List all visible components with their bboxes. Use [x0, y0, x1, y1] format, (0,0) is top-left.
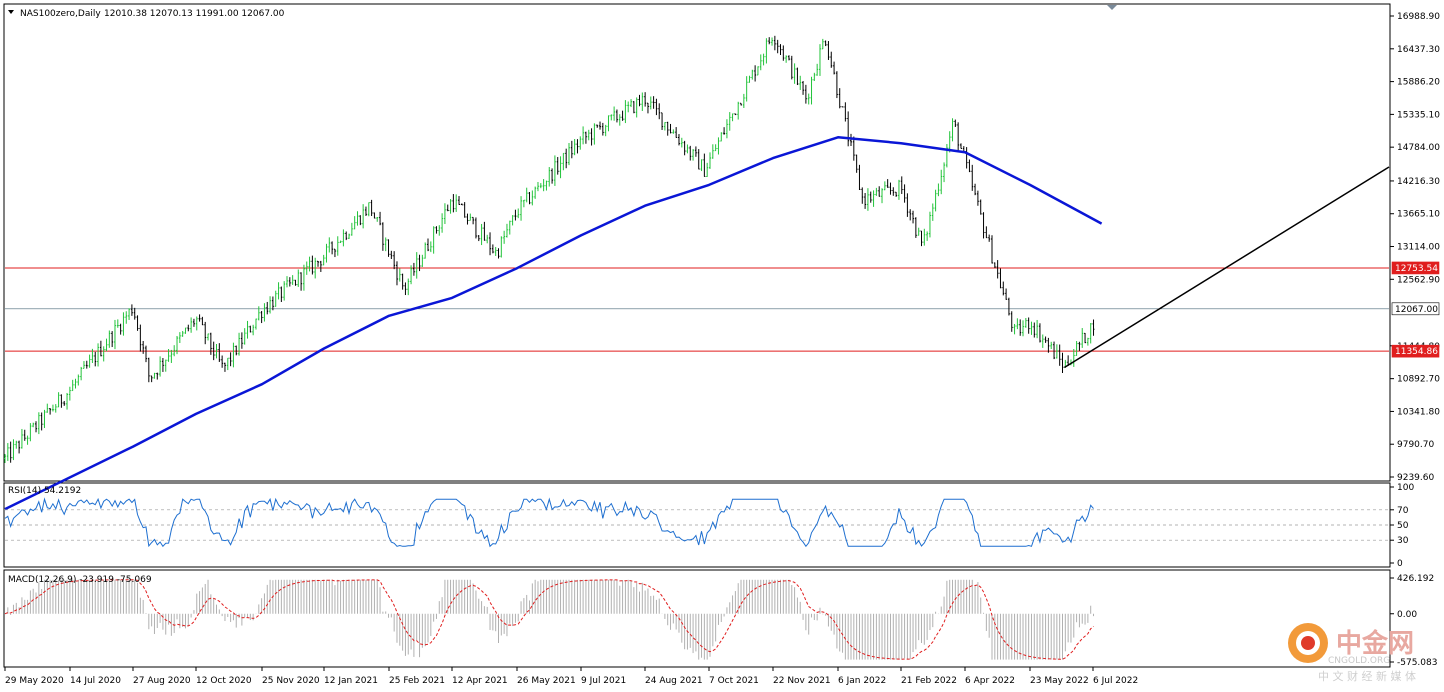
date-tick-label: 6 Jul 2022: [1093, 676, 1138, 686]
price-tag-label: 11354.86: [1395, 347, 1438, 357]
trendline: [1063, 166, 1390, 369]
rsi-line: [4, 497, 1094, 548]
date-tick-label: 7 Oct 2021: [709, 676, 759, 686]
date-tick-label: 6 Apr 2022: [965, 676, 1015, 686]
price-tick-label: 12562.90: [1397, 275, 1440, 285]
date-tick-label: 12 Apr 2021: [452, 676, 508, 686]
price-tick-label: 9790.70: [1397, 440, 1434, 450]
rsi-tick-label: 50: [1397, 521, 1409, 531]
chart-shift-marker-icon[interactable]: [1107, 5, 1117, 10]
rsi-tick-label: 100: [1397, 483, 1414, 493]
date-tick-label: 6 Jan 2022: [838, 676, 886, 686]
macd-signal-line: [4, 579, 1094, 660]
date-tick-label: 9 Jul 2021: [581, 676, 626, 686]
moving-average-path: [4, 136, 1103, 511]
date-tick-label: 22 Nov 2021: [773, 676, 831, 686]
watermark-brand: 中金网: [1336, 628, 1414, 659]
rsi-tick-label: 70: [1397, 506, 1409, 516]
macd-header: MACD(12,26,9) -23.919 -75.069: [8, 575, 152, 585]
price-tick-label: 15335.10: [1397, 110, 1440, 120]
rsi-tick-label: 30: [1397, 536, 1409, 546]
main-panel: [3, 3, 1391, 482]
date-tick-label: 23 May 2022: [1030, 676, 1089, 686]
date-tick-label: 12 Oct 2020: [196, 676, 252, 686]
macd-tick-label: -575.083: [1397, 658, 1437, 668]
price-tag: [1391, 302, 1440, 316]
rsi-header: RSI(14) 54.2192: [8, 486, 81, 496]
watermark: 中金网 CNGOLD.ORG 中 文 财 经 新 媒 体: [1288, 623, 1416, 683]
price-tick-label: 16988.90: [1397, 12, 1440, 22]
ohlc-readout: 12010.38 12070.13 11991.00 12067.00: [104, 9, 285, 19]
moving-average-line: [4, 136, 1103, 511]
collapse-triangle-icon[interactable]: [8, 10, 14, 14]
date-tick-label: 12 Jan 2021: [324, 676, 378, 686]
macd-indicator: 426.192 0.00 -575.083: [4, 574, 1437, 668]
watermark-domain: CNGOLD.ORG: [1328, 656, 1390, 666]
support-trendline[interactable]: [1063, 166, 1390, 369]
date-tick-label: 21 Feb 2022: [901, 676, 957, 686]
price-tick-label: 16437.30: [1397, 45, 1440, 55]
price-tick-label: 13114.00: [1397, 243, 1440, 253]
price-tag-label: 12753.54: [1395, 264, 1438, 274]
date-tick-label: 25 Feb 2021: [389, 676, 445, 686]
price-tick-label: 14784.00: [1397, 143, 1440, 153]
price-tags: 12753.54 12067.00 11354.86: [1391, 261, 1440, 358]
date-tick-label: 27 Aug 2020: [133, 676, 191, 686]
price-tag-label: 12067.00: [1395, 305, 1438, 315]
watermark-tagline: 中 文 财 经 新 媒 体: [1318, 669, 1416, 683]
price-tick-label: 15886.20: [1397, 78, 1440, 88]
price-tick-label: 10892.70: [1397, 375, 1440, 385]
date-tick-label: 25 Nov 2020: [262, 676, 320, 686]
price-tick-label: 10341.80: [1397, 407, 1440, 417]
price-axis: 16988.90 16437.30 15886.20 15335.10 14784.00…: [1390, 12, 1440, 483]
date-tick-label: 26 May 2021: [517, 676, 576, 686]
date-tick-label: 29 May 2020: [5, 676, 64, 686]
cngold-logo-core: [1301, 636, 1315, 650]
rsi-indicator: 100 70 50 30 0: [4, 483, 1414, 569]
candles: [4, 35, 1095, 464]
rsi-tick-label: 0: [1397, 559, 1403, 569]
macd-tick-label: 0.00: [1397, 610, 1417, 620]
price-tick-label: 9239.60: [1397, 473, 1434, 483]
macd-panel: [3, 569, 1391, 668]
date-axis: 29 May 2020 14 Jul 2020 27 Aug 2020 12 Oct …: [4, 667, 1138, 686]
price-tag: [1391, 344, 1440, 358]
price-tick-label: 14216.30: [1397, 177, 1440, 187]
price-tag: [1391, 261, 1440, 275]
symbol-label: NAS100zero,Daily: [20, 9, 101, 19]
price-tick-label: 13665.10: [1397, 210, 1440, 220]
macd-tick-label: 426.192: [1397, 574, 1434, 584]
date-tick-label: 24 Aug 2021: [645, 676, 703, 686]
date-tick-label: 14 Jul 2020: [70, 676, 121, 686]
